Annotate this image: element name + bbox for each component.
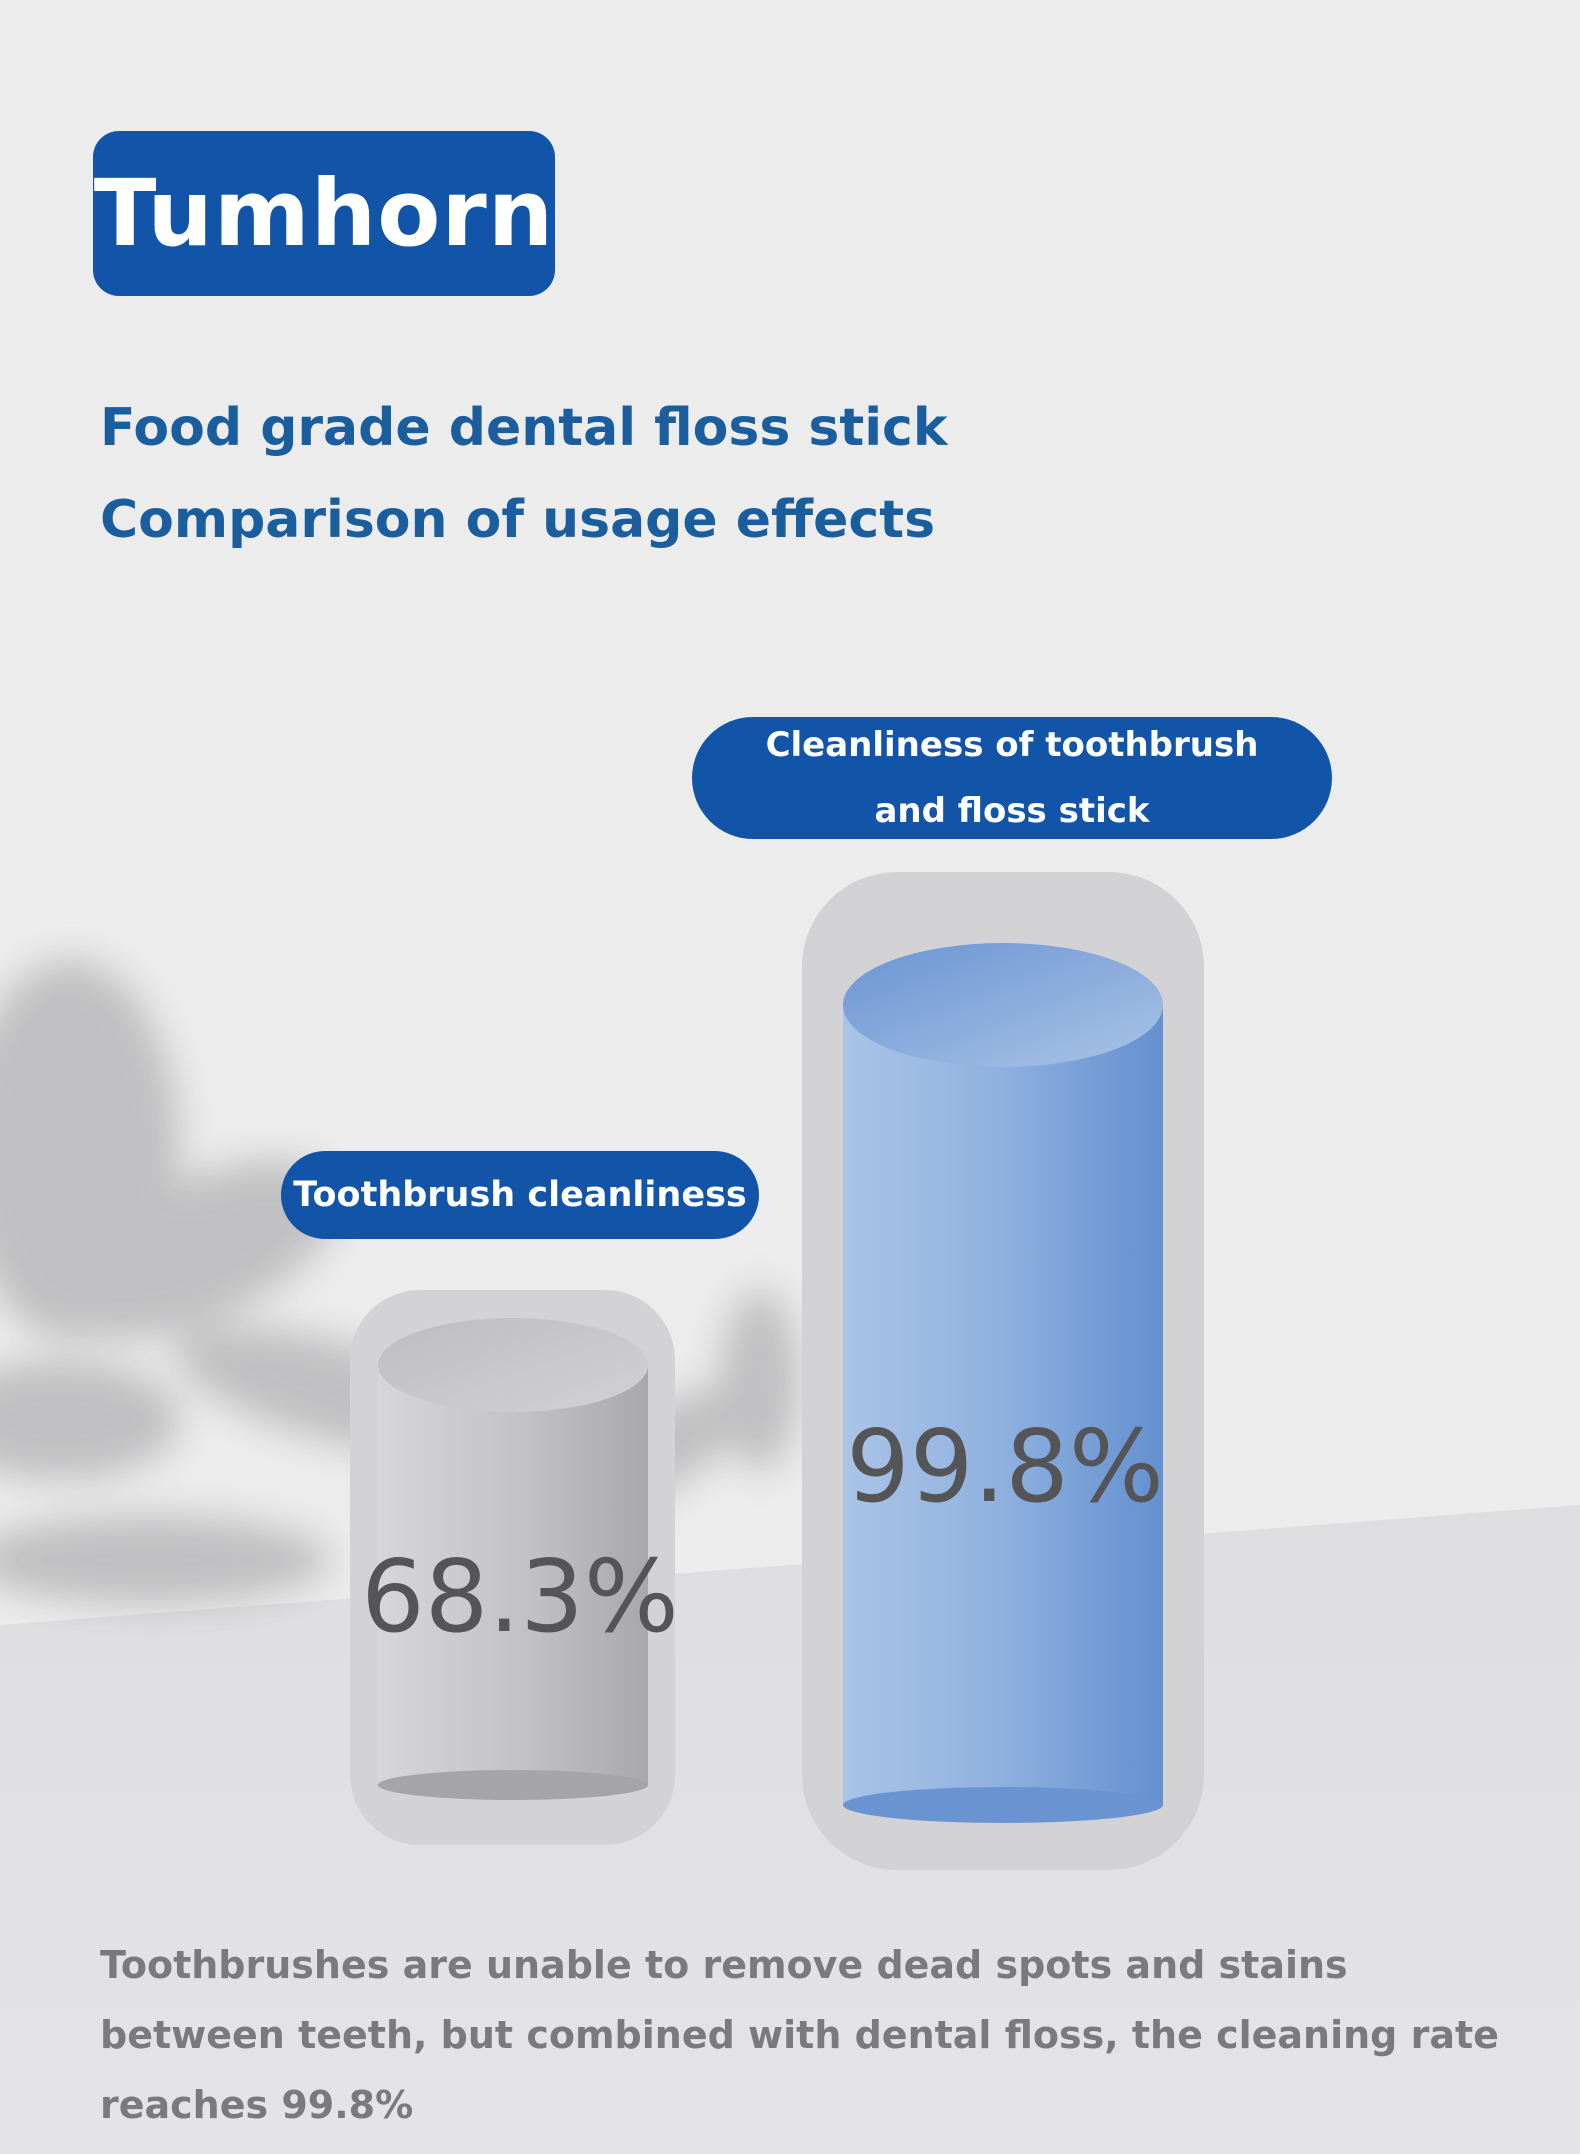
brand-logo: Tumhorn — [93, 131, 555, 296]
footnote: Toothbrushes are unable to remove dead s… — [100, 1943, 1499, 2127]
value-toothbrush-floss: 99.8% — [846, 1408, 1164, 1525]
cylinder-toothbrush-floss — [802, 872, 1204, 1870]
cylinder-toothbrush — [350, 1290, 675, 1845]
label-line-1: Cleanliness of toothbrush — [765, 725, 1259, 765]
value-toothbrush: 68.3% — [361, 1538, 679, 1655]
heading-line-2: Comparison of usage effects — [100, 490, 936, 550]
label-toothbrush: Toothbrush cleanliness — [281, 1151, 759, 1239]
brand-name: Tumhorn — [93, 160, 555, 267]
heading-line-1: Food grade dental floss stick — [100, 398, 948, 458]
plant-shadow — [0, 960, 800, 1605]
label-toothbrush-floss: Cleanliness of toothbrush and floss stic… — [692, 717, 1332, 839]
label-line-2: and floss stick — [874, 791, 1150, 831]
